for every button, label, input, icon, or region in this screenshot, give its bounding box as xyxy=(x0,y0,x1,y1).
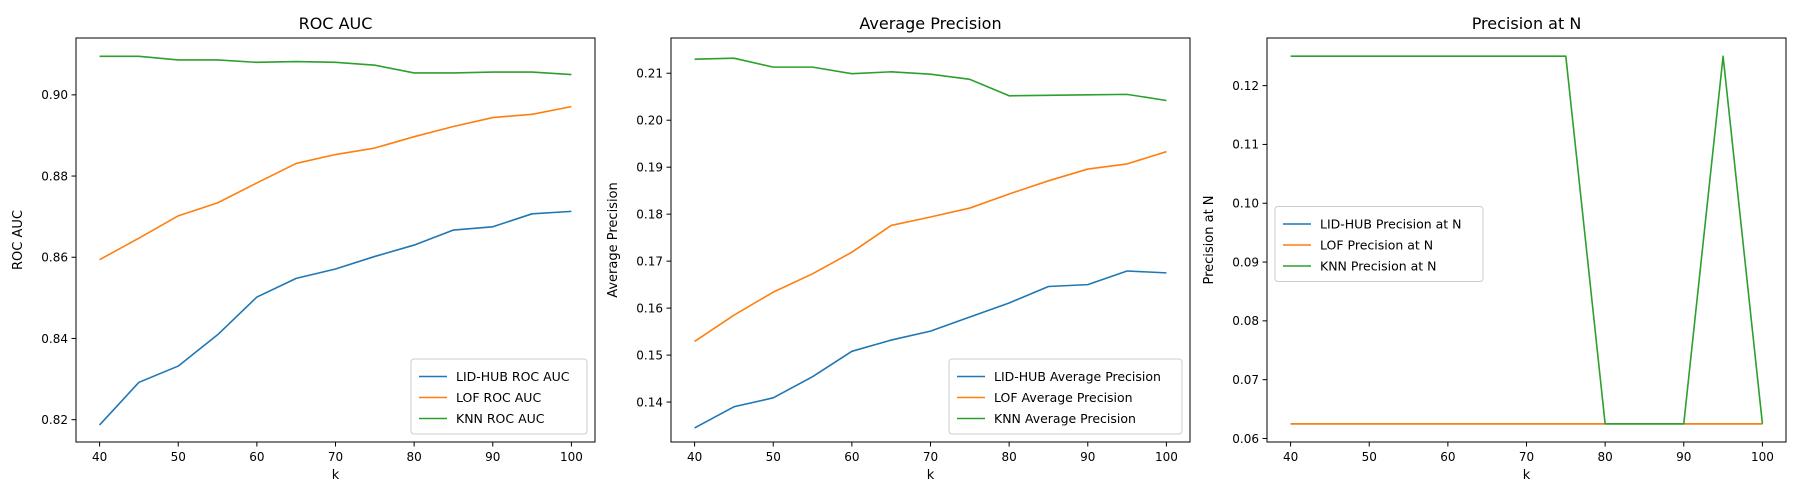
y-axis-label: Average Precision xyxy=(606,182,621,298)
x-tick-label: 70 xyxy=(1519,450,1534,464)
x-tick-label: 80 xyxy=(406,450,421,464)
x-tick-label: 40 xyxy=(92,450,107,464)
legend-label: KNN ROC AUC xyxy=(456,411,545,426)
series-line-lid xyxy=(99,210,572,426)
y-tick-label: 0.11 xyxy=(1232,138,1259,152)
y-tick-label: 0.86 xyxy=(41,251,68,265)
y-tick-label: 0.08 xyxy=(1232,314,1259,328)
legend: LID-HUB ROC AUC LOF ROC AUC KNN ROC AUC xyxy=(410,358,588,435)
legend-label: LID-HUB Precision at N xyxy=(1320,217,1462,232)
legend-box xyxy=(948,358,1183,435)
x-tick-label: 40 xyxy=(687,450,702,464)
x-tick-label: 70 xyxy=(328,450,343,464)
series-line-lof xyxy=(694,150,1167,343)
x-tick-label: 60 xyxy=(1440,450,1455,464)
series-line-lid xyxy=(694,270,1167,429)
legend-label: LID-HUB Average Precision xyxy=(994,369,1161,384)
x-tick-label: 60 xyxy=(249,450,264,464)
y-tick-label: 0.84 xyxy=(41,332,68,346)
x-tick-label: 90 xyxy=(1676,450,1691,464)
chart-title: Precision at N xyxy=(1472,14,1582,33)
y-tick-label: 0.07 xyxy=(1232,373,1259,387)
y-tick-label: 0.82 xyxy=(41,413,68,427)
series-line-knn xyxy=(1290,55,1764,425)
x-tick-label: 50 xyxy=(1362,450,1377,464)
x-axis-label: k xyxy=(927,468,935,483)
y-tick-label: 0.19 xyxy=(636,160,663,174)
x-tick-label: 100 xyxy=(560,450,583,464)
y-tick-label: 0.18 xyxy=(636,207,663,221)
chart-2: Average Precision 40 50 60 70 80 90 100 0.14 0.15… xyxy=(606,14,1191,483)
legend: LID-HUB Average Precision LOF Average Pre… xyxy=(948,358,1183,435)
y-axis-label: ROC AUC xyxy=(11,210,26,270)
legend-box xyxy=(410,358,588,435)
x-tick-label: 60 xyxy=(844,450,859,464)
legend: LID-HUB Precision at N LOF Precision at N… xyxy=(1274,206,1484,282)
x-tick-label: 40 xyxy=(1283,450,1298,464)
x-tick-label: 50 xyxy=(171,450,186,464)
legend-label: LOF Precision at N xyxy=(1320,238,1433,253)
legend-label: KNN Precision at N xyxy=(1320,259,1437,274)
y-tick-label: 0.21 xyxy=(636,67,663,81)
x-tick-label: 100 xyxy=(1751,450,1774,464)
chart-title: Average Precision xyxy=(859,14,1001,33)
y-tick-label: 0.90 xyxy=(41,88,68,102)
series-line-knn xyxy=(99,55,572,76)
x-tick-label: 70 xyxy=(923,450,938,464)
series-line-lof xyxy=(99,105,572,261)
x-tick-label: 50 xyxy=(766,450,781,464)
chart-title: ROC AUC xyxy=(299,14,373,33)
x-tick-label: 80 xyxy=(1597,450,1612,464)
y-tick-label: 0.14 xyxy=(636,395,663,409)
x-tick-label: 80 xyxy=(1001,450,1016,464)
legend-label: LID-HUB ROC AUC xyxy=(456,369,570,384)
legend-box xyxy=(1274,206,1484,282)
chart-3: Precision at N 40 50 60 70 80 90 100 0.06 0.07 0.0… xyxy=(1202,14,1787,483)
y-tick-label: 0.17 xyxy=(636,254,663,268)
y-tick-label: 0.06 xyxy=(1232,432,1259,446)
y-tick-label: 0.20 xyxy=(636,114,663,128)
y-axis-label: Precision at N xyxy=(1202,195,1217,284)
x-tick-label: 90 xyxy=(1080,450,1095,464)
legend-label: KNN Average Precision xyxy=(994,411,1136,426)
y-tick-label: 0.12 xyxy=(1232,79,1259,93)
x-tick-label: 100 xyxy=(1155,450,1178,464)
x-tick-label: 90 xyxy=(485,450,500,464)
legend-label: LOF ROC AUC xyxy=(456,390,541,405)
y-tick-label: 0.09 xyxy=(1232,255,1259,269)
x-axis-label: k xyxy=(332,468,340,483)
legend-label: LOF Average Precision xyxy=(994,390,1133,405)
y-tick-label: 0.15 xyxy=(636,348,663,362)
y-tick-label: 0.16 xyxy=(636,301,663,315)
y-tick-label: 0.88 xyxy=(41,169,68,183)
series-line-knn xyxy=(694,57,1167,102)
y-tick-label: 0.10 xyxy=(1232,197,1259,211)
chart-1: ROC AUC 40 50 60 70 80 90 100 0.82 0.84 0.86 0.88 0.… xyxy=(11,14,596,483)
x-axis-label: k xyxy=(1523,468,1531,483)
